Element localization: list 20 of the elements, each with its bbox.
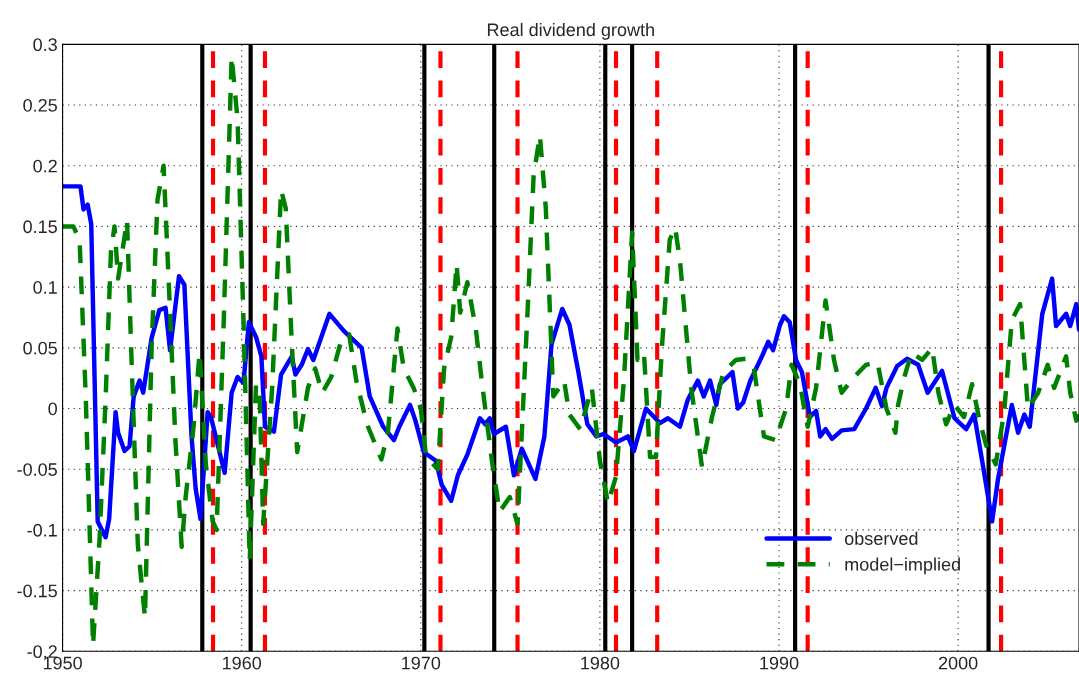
y-tick-label: -0.2 xyxy=(27,645,57,659)
legend-label: observed xyxy=(844,531,918,545)
x-tick-label: 1980 xyxy=(581,656,620,670)
chart-title: Real dividend growth xyxy=(487,22,654,40)
y-tick-label: 0.15 xyxy=(23,220,57,234)
y-tick-label: 0.2 xyxy=(33,159,57,173)
y-tick-label: -0.1 xyxy=(27,523,57,537)
x-tick-label: 1950 xyxy=(43,656,82,670)
x-tick-label: 1960 xyxy=(222,656,262,670)
y-tick-label: -0.05 xyxy=(17,463,57,476)
y-tick-label: -0.15 xyxy=(17,584,57,598)
x-tick-label: 1970 xyxy=(402,656,441,670)
y-tick-label: 0.25 xyxy=(23,98,57,112)
y-tick-label: 0.3 xyxy=(33,38,57,52)
y-tick-label: 0.1 xyxy=(33,281,57,294)
y-tick-label: 0.05 xyxy=(23,341,57,355)
y-tick-label: 0 xyxy=(48,402,58,416)
legend-label: model−implied xyxy=(845,557,960,575)
x-tick-label: 2000 xyxy=(938,656,978,670)
x-tick-label: 1990 xyxy=(760,656,799,670)
